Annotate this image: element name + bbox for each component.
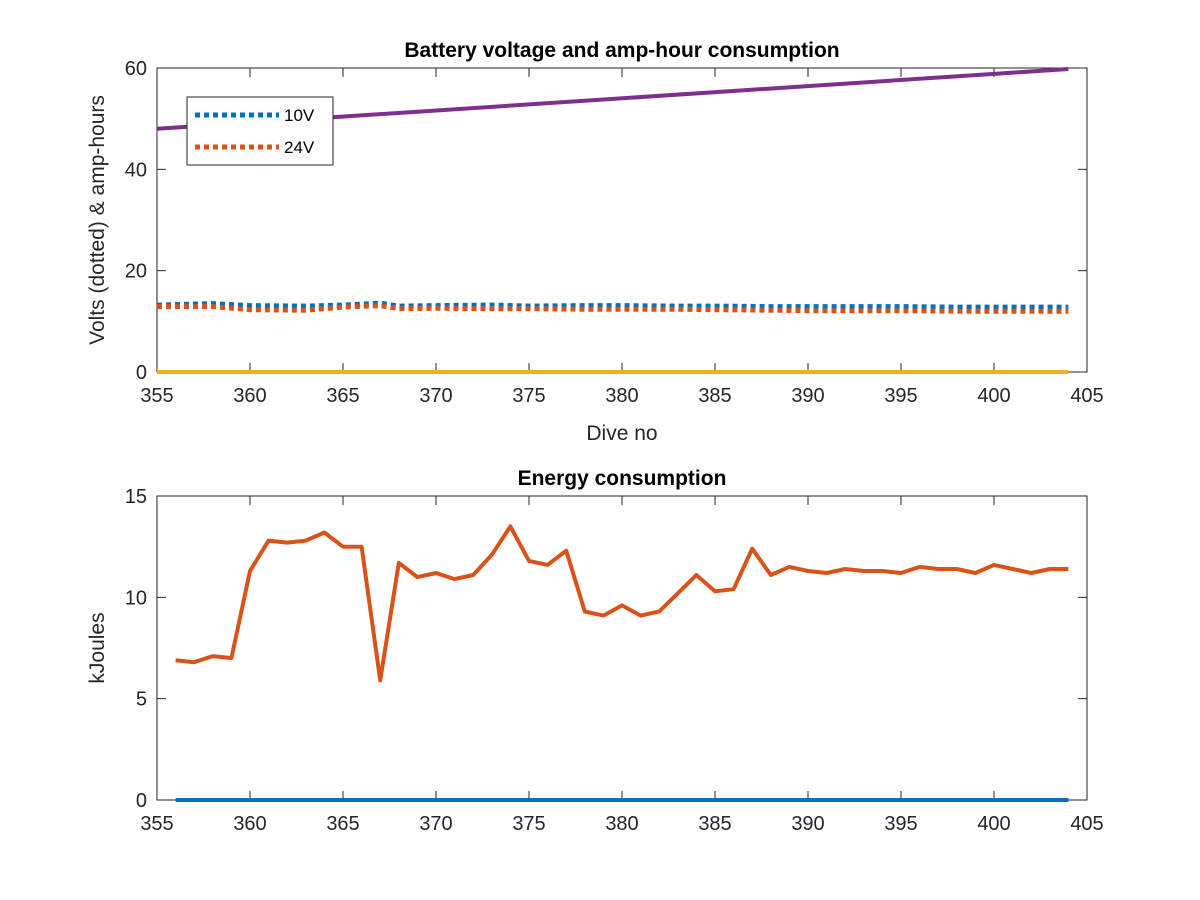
y-tick-label: 20: [125, 261, 147, 283]
legend-label-10v: 10V: [284, 106, 315, 125]
x-tick-label: 405: [1070, 813, 1103, 835]
voltage-y-axis-label: Volts (dotted) & amp-hours: [86, 95, 109, 345]
x-tick-label: 405: [1070, 385, 1103, 407]
voltage-ticks: 355 360 365 370 375 380 385 390 395 400 405 0 20 40 60: [125, 58, 1104, 407]
energy-series-lines: [175, 524, 1069, 802]
x-tick-label: 355: [140, 385, 173, 407]
y-tick-label: 0: [136, 362, 147, 384]
y-tick-label: 15: [125, 486, 147, 508]
energy-y-axis-label: kJoules: [86, 612, 109, 683]
x-tick-label: 400: [977, 813, 1010, 835]
x-tick-label: 395: [884, 385, 917, 407]
x-tick-label: 375: [512, 385, 545, 407]
x-tick-label: 380: [605, 813, 638, 835]
y-tick-label: 0: [136, 790, 147, 812]
x-tick-label: 385: [698, 813, 731, 835]
energy-chart-title: Energy consumption: [518, 467, 727, 490]
energy-ticks: 355 360 365 370 375 380 385 390 395 400 405 0 5 10 15: [125, 486, 1104, 835]
y-tick-label: 40: [125, 159, 147, 181]
energy-panel: 355 360 365 370 375 380 385 390 395 400 405051015 …: [86, 467, 1104, 835]
x-tick-label: 360: [233, 813, 266, 835]
x-tick-label: 390: [791, 385, 824, 407]
x-tick-label: 370: [419, 813, 452, 835]
x-tick-label: 395: [884, 813, 917, 835]
x-tick-label: 360: [233, 385, 266, 407]
voltage-x-axis-label: Dive no: [586, 422, 657, 445]
legend-label-24v: 24V: [284, 138, 315, 157]
x-tick-label: 355: [140, 813, 173, 835]
x-tick-label: 370: [419, 385, 452, 407]
series-line-1-0: [175, 524, 1069, 683]
legend-box: [186, 96, 334, 166]
y-tick-label: 60: [125, 58, 147, 80]
y-tick-label: 5: [136, 689, 147, 711]
x-tick-label: 400: [977, 385, 1010, 407]
x-tick-label: 365: [326, 813, 359, 835]
y-tick-label: 10: [125, 587, 147, 609]
voltage-legend: 10V 24V: [186, 96, 334, 166]
energy-plot-area: [156, 495, 1088, 801]
x-tick-label: 365: [326, 385, 359, 407]
voltage-chart-title: Battery voltage and amp-hour consumption: [404, 39, 839, 62]
x-tick-label: 380: [605, 385, 638, 407]
voltage-amphour-panel: 355 360 365 370 375 380 385 390 395 400 405 0 20 40 60…: [86, 39, 1104, 445]
x-tick-label: 390: [791, 813, 824, 835]
x-tick-label: 385: [698, 385, 731, 407]
x-tick-label: 375: [512, 813, 545, 835]
